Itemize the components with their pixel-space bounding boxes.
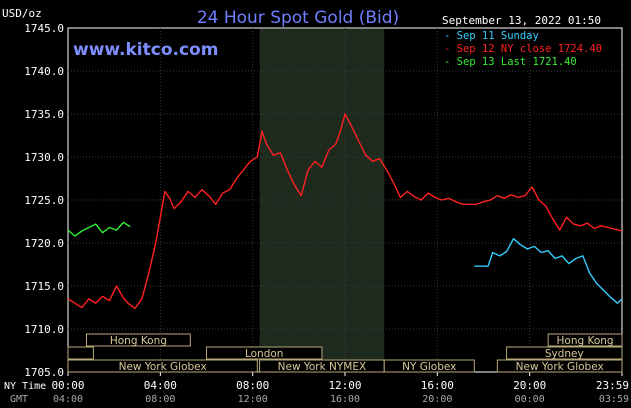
session-new-york-globex: New York Globex [67, 359, 258, 373]
y-tick-label: 1705.0 [24, 366, 64, 379]
nymex-shaded-range [259, 29, 385, 372]
watermark-url: www.kitco.com [73, 40, 218, 60]
x-tick-label-ny: 00:00 [51, 379, 84, 392]
y-tick-label: 1730.0 [24, 151, 64, 164]
grid-lines [68, 28, 622, 372]
x-tick-label-ny: 20:00 [513, 379, 546, 392]
y-tick-label: 1745.0 [24, 22, 64, 35]
x-tick-label-ny: 23:59 [596, 379, 629, 392]
x-tick-label-ny: 12:00 [328, 379, 361, 392]
session-new-york-nymex: New York NYMEX [259, 359, 385, 373]
svg-text:New York Globex: New York Globex [119, 361, 207, 373]
svg-text:New York Globex: New York Globex [516, 361, 604, 373]
y-tick-label: 1735.0 [24, 108, 64, 121]
session-london: London [206, 346, 323, 360]
x-axis-tick-labels: 00:00 04:00 04:00 08:00 08:00 12:00 12:00 16:00… [51, 372, 629, 405]
legend-entry: - Sep 13 Last 1721.40 [444, 56, 577, 68]
legend: - Sep 11 Sunday- Sep 12 NY close 1724.40… [444, 30, 602, 68]
svg-text:London: London [245, 348, 284, 360]
legend-entry: - Sep 11 Sunday [444, 30, 539, 42]
x-tick-label-gmt: 03:59 [599, 394, 629, 405]
series-line-2 [474, 237, 623, 304]
x-tick-label-gmt: 00:00 [515, 394, 545, 405]
legend-entry: - Sep 12 NY close 1724.40 [444, 43, 602, 55]
svg-text:New York NYMEX: New York NYMEX [278, 361, 367, 373]
session-hong-kong: Hong Kong [85, 333, 191, 347]
x-tick-label-ny: 08:00 [236, 379, 269, 392]
session-hong-kong: Hong Kong [547, 333, 623, 347]
x-row-label-ny: NY Time [4, 381, 46, 392]
svg-text:Hong Kong: Hong Kong [110, 335, 167, 347]
y-tick-label: 1725.0 [24, 194, 64, 207]
y-tick-label: 1715.0 [24, 280, 64, 293]
price-series [67, 113, 623, 310]
chart-title: 24 Hour Spot Gold (Bid) [197, 8, 399, 28]
svg-text:Sydney: Sydney [545, 348, 584, 360]
x-tick-label-ny: 16:00 [421, 379, 454, 392]
svg-text:NY Globex: NY Globex [402, 361, 456, 373]
session-london [67, 346, 94, 360]
chart-datetime: September 13, 2022 01:50 [442, 14, 601, 27]
y-unit-label: USD/oz [2, 7, 42, 20]
y-tick-label: 1720.0 [24, 237, 64, 250]
x-tick-label-ny: 04:00 [144, 379, 177, 392]
x-tick-label-gmt: 04:00 [53, 394, 83, 405]
y-tick-label: 1740.0 [24, 65, 64, 78]
y-tick-label: 1710.0 [24, 323, 64, 336]
series-line-1 [67, 221, 131, 237]
x-tick-label-gmt: 08:00 [145, 394, 175, 405]
svg-text:Hong Kong: Hong Kong [557, 335, 614, 347]
x-tick-label-gmt: 20:00 [422, 394, 452, 405]
session-ny-globex: NY Globex [383, 359, 475, 373]
x-tick-label-gmt: 16:00 [330, 394, 360, 405]
session-new-york-globex: New York Globex [496, 359, 623, 373]
y-axis-tick-labels: 1745.0 1740.0 1735.0 1730.0 1725.0 1720.0 1715… [24, 22, 64, 379]
x-tick-label-gmt: 12:00 [238, 394, 268, 405]
x-row-label-gmt: GMT [10, 394, 28, 405]
session-sydney: Sydney [506, 346, 623, 360]
series-line-0 [67, 113, 623, 310]
